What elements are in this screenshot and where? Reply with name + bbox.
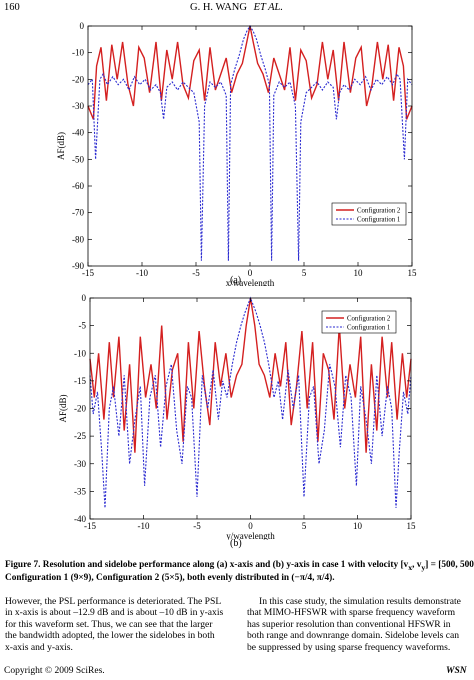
x-tick-label: 5 [302, 521, 307, 531]
body-right-line: has superior resolution than conventiona… [247, 618, 451, 630]
x-tick-label: -15 [82, 268, 94, 278]
body-right-line: both range and downrange domain. Sidelob… [247, 630, 460, 642]
running-header: G. H. WANG ET AL. [190, 2, 283, 13]
body-left-line: in x-axis is about –12.9 dB and is about… [5, 607, 224, 619]
x-tick-label: -5 [193, 521, 201, 531]
y-axis-label: AF(dB) [56, 132, 66, 160]
running-header-et-al: ET AL. [253, 2, 283, 13]
caption-text: Figure 7. Resolution and sidelobe perfor… [5, 560, 409, 570]
x-axis-label: x/wavelength [226, 278, 275, 286]
y-tick-label: -70 [72, 208, 84, 218]
x-tick-label: 5 [302, 268, 307, 278]
legend-entry-1: Configuration 2 [347, 316, 391, 323]
y-tick-label: -5 [79, 321, 87, 331]
body-left-line: However, the PSL performance is deterior… [5, 596, 222, 607]
x-tick-label: 15 [407, 521, 417, 531]
body-left-column: However, the PSL performance is deterior… [5, 596, 233, 653]
series-line-1 [87, 25, 413, 120]
legend-entry-1: Configuration 2 [357, 208, 401, 215]
y-tick-label: -40 [74, 514, 86, 524]
y-tick-label: -60 [72, 181, 84, 191]
caption-line-1: Figure 7. Resolution and sidelobe perfor… [5, 560, 474, 573]
x-tick-label: -5 [192, 268, 200, 278]
legend: Configuration 2 Configuration 1 [331, 202, 407, 226]
chart-b: -15 -10 -5 0 5 10 15 0 -5 -10 -15 -20 -25 -30 -35 -40 y/… [58, 293, 417, 540]
y-tick-label: 0 [82, 293, 87, 303]
running-header-authors: G. H. WANG [190, 2, 247, 13]
y-tick-label: -15 [74, 376, 86, 386]
y-tick-label: -30 [74, 459, 86, 469]
y-tick-label: -20 [74, 404, 86, 414]
x-tick-label: 0 [248, 521, 253, 531]
footer-journal: WSN [446, 666, 467, 676]
caption-line-2: Configuration 1 (9×9), Configuration 2 (… [5, 572, 335, 583]
y-tick-label: -20 [72, 74, 84, 84]
body-right-column: In this case study, the simulation resul… [247, 596, 474, 653]
caption-sub-x: x [408, 562, 413, 572]
y-tick-label: 0 [80, 21, 85, 31]
figure-caption: Figure 7. Resolution and sidelobe perfor… [5, 560, 474, 584]
y-axis-label: AF(dB) [58, 394, 68, 422]
caption-sub-y: y [421, 562, 426, 572]
y-tick-label: -40 [72, 128, 84, 138]
y-tick-label: -10 [74, 348, 86, 358]
legend-entry-2: Configuration 1 [347, 325, 390, 332]
legend: Configuration 2 Configuration 1 [321, 310, 397, 334]
x-tick-label: 0 [248, 268, 253, 278]
x-tick-label: 15 [408, 268, 418, 278]
page-number: 160 [4, 2, 20, 13]
body-right-line: be suppressed by using sparse frequency … [247, 641, 451, 653]
y-tick-label: -90 [72, 261, 84, 271]
panel-b-label: (b) [230, 538, 242, 549]
series-line-2 [87, 24, 413, 261]
y-tick-label: -80 [72, 234, 84, 244]
x-tick-label: -15 [84, 521, 96, 531]
y-tick-label: -25 [74, 431, 86, 441]
caption-comma: , v [412, 560, 422, 570]
y-tick-label: -10 [72, 48, 84, 58]
y-tick-label: -35 [74, 486, 86, 496]
body-left-line: the bandwidth adopted, the lower the sid… [5, 630, 215, 642]
panel-a-label: (a) [230, 275, 242, 286]
plot-frame [87, 25, 413, 267]
x-tick-label: 10 [354, 268, 364, 278]
chart-a: -15 -10 -5 0 5 10 150-10-20-30-40-50-60-70-80-… [56, 21, 418, 286]
x-axis-label: y/wavelength [226, 531, 275, 540]
x-tick-label: -10 [136, 268, 148, 278]
body-right-line: In this case study, the simulation resul… [259, 596, 461, 607]
x-tick-label: -10 [138, 521, 150, 531]
footer-copyright: Copyright © 2009 SciRes. [4, 666, 105, 676]
y-tick-label: -50 [72, 154, 84, 164]
body-left-line: for this waveform set. Thus, we can see … [5, 618, 213, 630]
y-tick-label: -30 [72, 101, 84, 111]
x-tick-label: 10 [353, 521, 363, 531]
body-right-line: that MIMO-HFSWR with sparse frequency wa… [247, 607, 456, 619]
caption-tail: ] = [500, 500] m/s. [425, 560, 474, 570]
body-left-line: x-axis and y-axis. [5, 641, 73, 653]
legend-entry-2: Configuration 1 [357, 217, 400, 224]
